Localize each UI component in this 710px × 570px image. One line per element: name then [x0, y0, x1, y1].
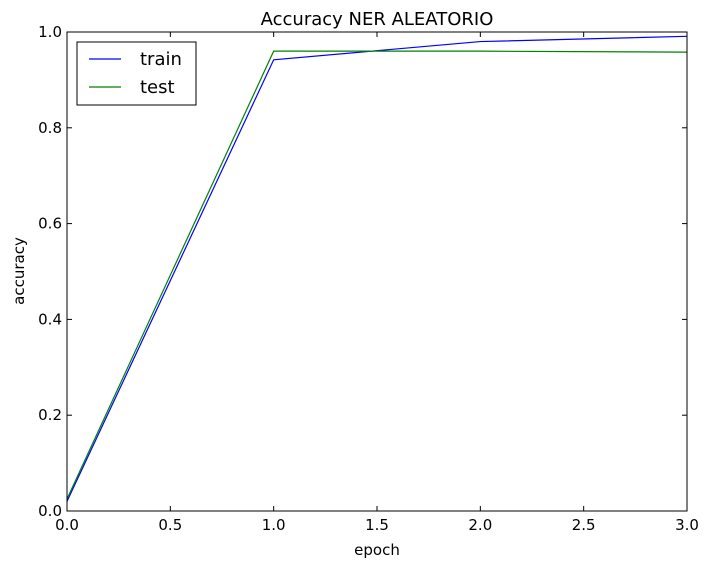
x-tick-label: 1.5 [365, 516, 389, 534]
x-tick-label: 3.0 [675, 516, 699, 534]
x-tick-label: 0.0 [55, 516, 79, 534]
x-tick-label: 1.0 [262, 516, 286, 534]
y-tick-label: 0.0 [38, 502, 62, 520]
x-axis-label: epoch [354, 541, 400, 559]
y-tick-label: 1.0 [38, 23, 62, 41]
x-tick-label: 2.0 [468, 516, 492, 534]
ticks-layer: 0.0 0.5 1.0 1.5 2.0 2.5 3.0 0.0 0.2 0.4 0.6 0.8 1.0 [38, 23, 699, 534]
x-tick-label: 2.5 [572, 516, 596, 534]
y-axis-label: accuracy [10, 237, 28, 305]
plot-frame [66, 31, 688, 512]
series-line-test [66, 50, 688, 500]
legend-box [76, 41, 197, 106]
legend: train test [76, 41, 197, 106]
x-tick-label: 0.5 [158, 516, 182, 534]
y-tick-label: 0.6 [38, 215, 62, 233]
y-tick-label: 0.2 [38, 406, 62, 424]
legend-label-test: test [140, 77, 175, 98]
legend-label-train: train [140, 49, 182, 70]
y-tick-label: 0.4 [38, 310, 62, 328]
y-tick-label: 0.8 [38, 119, 62, 137]
series-layer [66, 35, 688, 502]
chart-title: Accuracy NER ALEATORIO [261, 9, 494, 30]
